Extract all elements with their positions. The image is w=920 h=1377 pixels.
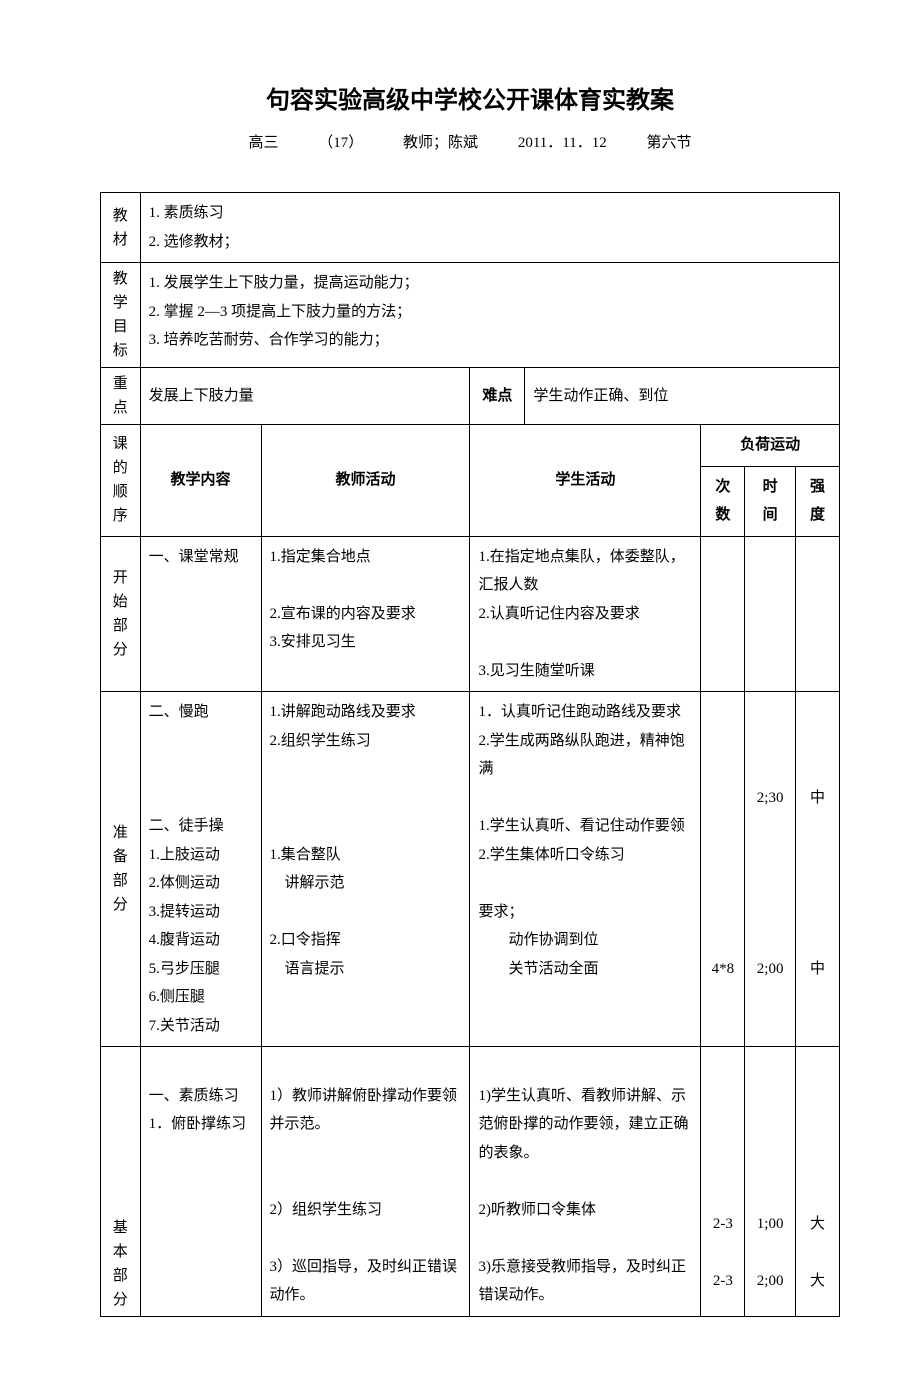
label-goals: 教 学 目 标 — [101, 263, 141, 368]
basic-count: 2-3 2-3 — [701, 1047, 745, 1317]
prep-count: 4*8 — [701, 692, 745, 1047]
basic-teacher: 1）教师讲解俯卧撑动作要领并示范。 2）组织学生练习 3）巡回指导，及时纠正错误… — [261, 1047, 470, 1317]
hdr-time: 时 间 — [745, 466, 796, 536]
hdr-count: 次 数 — [701, 466, 745, 536]
label-material: 教 材 — [101, 193, 141, 263]
label-focus: 重 点 — [101, 368, 141, 425]
hdr-student-activity: 学生活动 — [470, 425, 701, 537]
label-basic: 基 本 部 分 — [101, 1047, 141, 1317]
hdr-teaching-content: 教学内容 — [140, 425, 261, 537]
start-content: 一、课堂常规 — [140, 536, 261, 692]
page-subtitle: 高三 （17） 教师；陈斌 2011．11．12 第六节 — [100, 131, 840, 152]
basic-content: 一、素质练习 1．俯卧撑练习 — [140, 1047, 261, 1317]
date: 2011．11．12 — [518, 135, 607, 151]
start-count — [701, 536, 745, 692]
label-start: 开 始 部 分 — [101, 536, 141, 692]
hdr-intensity: 强 度 — [795, 466, 839, 536]
grade: 高三 — [249, 135, 279, 151]
label-difficulty: 难点 — [470, 368, 525, 425]
label-prep: 准 备 部 分 — [101, 692, 141, 1047]
lesson-plan-table: 教 材 1. 素质练习 2. 选修教材； 教 学 目 标 1. 发展学生上下肢力… — [100, 192, 840, 1317]
goals-text: 1. 发展学生上下肢力量，提高运动能力； 2. 掌握 2—3 项提高上下肢力量的… — [140, 263, 839, 368]
prep-student: 1．认真听记住跑动路线及要求 2.学生成两路纵队跑进，精神饱满 1.学生认真听、… — [470, 692, 701, 1047]
basic-student: 1)学生认真听、看教师讲解、示范俯卧撑的动作要领，建立正确的表象。 2)听教师口… — [470, 1047, 701, 1317]
prep-teacher: 1.讲解跑动路线及要求 2.组织学生练习 1.集合整队 讲解示范 2.口令指挥 … — [261, 692, 470, 1047]
material-text: 1. 素质练习 2. 选修教材； — [140, 193, 839, 263]
prep-content: 二、慢跑 二、徒手操 1.上肢运动 2.体侧运动 3.提转运动 4.腹背运动 5… — [140, 692, 261, 1047]
hdr-load: 负荷运动 — [701, 425, 840, 467]
page-title: 句容实验高级中学校公开课体育实教案 — [100, 80, 840, 115]
start-student: 1.在指定地点集队，体委整队，汇报人数 2.认真听记住内容及要求 3.见习生随堂… — [470, 536, 701, 692]
prep-time: 2;30 2;00 — [745, 692, 796, 1047]
difficulty-text: 学生动作正确、到位 — [525, 368, 840, 425]
teacher-label: 教师；陈斌 — [403, 135, 478, 151]
hdr-teacher-activity: 教师活动 — [261, 425, 470, 537]
start-teacher: 1.指定集合地点 2.宣布课的内容及要求 3.安排见习生 — [261, 536, 470, 692]
prep-intensity: 中 中 — [795, 692, 839, 1047]
start-intensity — [795, 536, 839, 692]
period: 第六节 — [646, 135, 691, 151]
focus-text: 发展上下肢力量 — [140, 368, 470, 425]
label-sequence: 课 的 顺 序 — [101, 425, 141, 537]
start-time — [745, 536, 796, 692]
class-no: （17） — [318, 135, 363, 151]
basic-intensity: 大 大 — [795, 1047, 839, 1317]
basic-time: 1;00 2;00 — [745, 1047, 796, 1317]
